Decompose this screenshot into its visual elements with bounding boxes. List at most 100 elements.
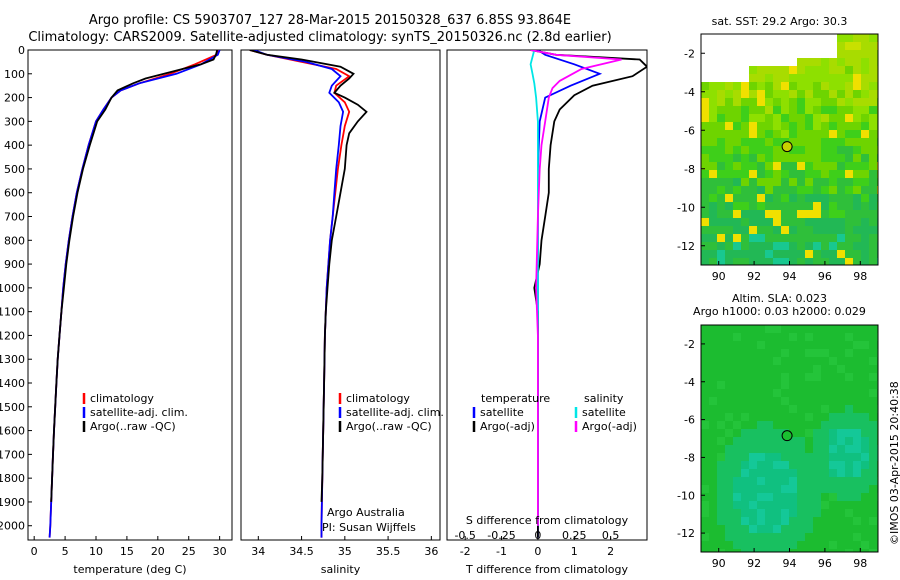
map-cell <box>829 170 837 178</box>
map-cell <box>829 242 837 250</box>
map-cell <box>861 477 869 485</box>
map-cell <box>821 485 829 493</box>
map-cell <box>749 501 757 509</box>
map-cell <box>805 549 813 552</box>
map-cell <box>837 210 845 218</box>
map-cell <box>853 541 861 549</box>
figure-title-line-1: Argo profile: CS 5903707_127 28-Mar-2015… <box>88 13 572 28</box>
map-cell <box>813 90 821 98</box>
map-cell <box>821 130 829 138</box>
map-cell <box>757 357 765 365</box>
map-cell <box>709 437 717 445</box>
map-cell <box>725 258 733 265</box>
map-cell <box>789 138 797 146</box>
map-cell <box>829 90 837 98</box>
map-cell <box>749 453 757 461</box>
map-cell <box>789 429 797 437</box>
map-cell <box>829 66 837 74</box>
map-cell <box>773 98 781 106</box>
map-field <box>701 325 878 552</box>
top-axis-label: S difference from climatology <box>466 514 629 527</box>
map-cell <box>853 90 861 98</box>
map-cell <box>709 210 717 218</box>
map-cell <box>789 154 797 162</box>
map-cell <box>805 226 813 234</box>
map-cell <box>741 477 749 485</box>
map-cell <box>725 437 733 445</box>
map-cell <box>805 90 813 98</box>
map-cell <box>717 162 725 170</box>
map-cell <box>829 333 837 341</box>
map-cell <box>829 509 837 517</box>
map-cell <box>829 381 837 389</box>
map-cell <box>733 234 741 242</box>
plot-frame <box>446 49 648 541</box>
map-cell <box>805 373 813 381</box>
map-cell <box>829 210 837 218</box>
map-cell <box>773 218 781 226</box>
map-cell <box>869 413 877 421</box>
map-cell <box>741 365 749 373</box>
map-cell <box>829 389 837 397</box>
map-cell <box>741 461 749 469</box>
legend-label: satellite <box>480 406 524 419</box>
map-cell <box>853 114 861 122</box>
map-cell <box>845 202 853 210</box>
map-cell <box>829 74 837 82</box>
map-cell <box>805 421 813 429</box>
map-cell <box>741 130 749 138</box>
map-cell <box>773 154 781 162</box>
map-cell <box>717 533 725 541</box>
map-cell <box>709 82 717 90</box>
map-cell <box>781 541 789 549</box>
map-cell <box>741 517 749 525</box>
map-cell <box>821 381 829 389</box>
map-cell <box>765 389 773 397</box>
map-cell <box>749 493 757 501</box>
map-cell <box>789 405 797 413</box>
map-cell <box>869 66 877 74</box>
map-cell <box>733 525 741 533</box>
map-cell <box>749 234 757 242</box>
map-cell <box>765 242 773 250</box>
map-cell <box>861 146 869 154</box>
map-cell <box>829 517 837 525</box>
map-cell <box>725 469 733 477</box>
map-cell <box>837 461 845 469</box>
y-tick-label: 1600 <box>0 425 25 438</box>
map-cell <box>797 194 805 202</box>
map-cell <box>821 325 829 333</box>
map-cell <box>853 389 861 397</box>
legend-label: satellite <box>582 406 626 419</box>
x-tick-label: 34 <box>251 545 265 558</box>
map-cell <box>813 250 821 258</box>
x-tick-label: 96 <box>818 270 832 283</box>
map-cell <box>725 218 733 226</box>
map-cell <box>709 517 717 525</box>
map-cell <box>765 421 773 429</box>
map-cell <box>757 170 765 178</box>
map-cell <box>717 82 725 90</box>
map-cell <box>725 429 733 437</box>
map-cell <box>861 493 869 501</box>
map-cell <box>829 453 837 461</box>
map-cell <box>717 365 725 373</box>
map-cell <box>741 469 749 477</box>
map-cell <box>765 258 773 265</box>
map-cell <box>765 226 773 234</box>
map-cell <box>717 154 725 162</box>
map-cell <box>781 250 789 258</box>
map-cell <box>741 421 749 429</box>
x-tick-label: 35 <box>338 545 352 558</box>
x-tick-label: 96 <box>818 557 832 570</box>
map-cell <box>757 98 765 106</box>
map-cell <box>821 210 829 218</box>
map-cell <box>773 242 781 250</box>
map-cell <box>781 106 789 114</box>
map-cell <box>853 202 861 210</box>
map-cell <box>829 106 837 114</box>
map-cell <box>853 138 861 146</box>
map-cell <box>797 461 805 469</box>
map-cell <box>757 333 765 341</box>
map-cell <box>709 549 717 552</box>
